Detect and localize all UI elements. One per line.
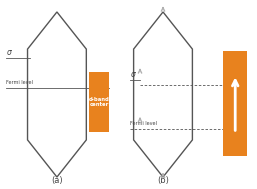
Text: (a): (a) [51,176,63,184]
Text: σ: σ [131,70,135,79]
Bar [223,51,247,156]
Text: d-band
center: d-band center [89,97,109,107]
Text: (b): (b) [157,176,169,184]
Text: Fermi level: Fermi level [130,121,157,126]
Text: Fermi level: Fermi level [6,80,33,84]
Bar [89,72,109,132]
Text: σ: σ [7,48,12,57]
